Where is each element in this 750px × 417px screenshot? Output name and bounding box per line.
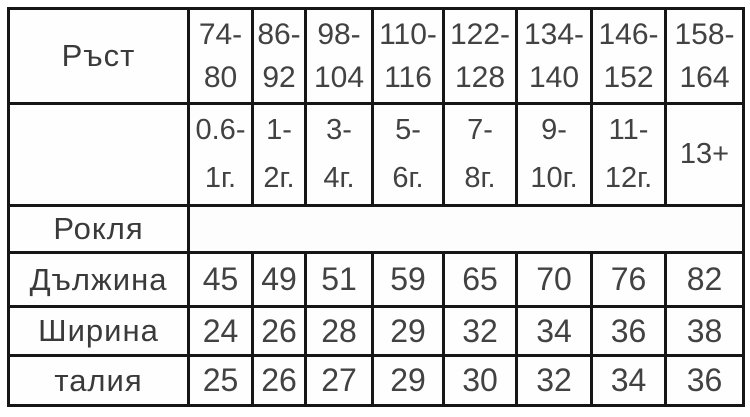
waist-value-cell: 27 bbox=[304, 354, 374, 407]
scanned-size-chart: Ръст 74- 80 86- 92 98- 104 110- 116 122-… bbox=[7, 7, 745, 407]
waist-value-cell: 29 bbox=[371, 354, 445, 407]
age-range-cell: 5- 6г. bbox=[371, 102, 445, 207]
width-value-cell: 38 bbox=[664, 305, 745, 357]
dress-section-spacer-cell bbox=[187, 204, 745, 254]
length-value-cell: 82 bbox=[664, 251, 745, 308]
length-value-cell: 49 bbox=[251, 251, 307, 308]
length-value-cell: 45 bbox=[187, 251, 254, 308]
waist-value-cell: 36 bbox=[664, 354, 745, 407]
table-row-length: Дължина 45 49 51 59 65 70 76 82 bbox=[7, 251, 745, 308]
size-table: Ръст 74- 80 86- 92 98- 104 110- 116 122-… bbox=[7, 7, 745, 407]
row-label-waist: талия bbox=[7, 354, 190, 407]
table-row-age: 0.6- 1г. 1- 2г. 3- 4г. 5- 6г. 7- 8г. 9- … bbox=[7, 102, 745, 207]
age-range-cell: 11- 12г. bbox=[590, 102, 667, 207]
age-range-cell: 1- 2г. bbox=[251, 102, 307, 207]
length-value-cell: 70 bbox=[515, 251, 593, 308]
table-row-height: Ръст 74- 80 86- 92 98- 104 110- 116 122-… bbox=[7, 7, 745, 105]
length-value-cell: 65 bbox=[442, 251, 518, 308]
table-row-waist: талия 25 26 27 29 30 32 34 36 bbox=[7, 354, 745, 407]
width-value-cell: 29 bbox=[371, 305, 445, 357]
length-value-cell: 76 bbox=[590, 251, 667, 308]
height-range-cell: 134- 140 bbox=[515, 7, 593, 105]
height-range-cell: 146- 152 bbox=[590, 7, 667, 105]
height-range-cell: 122- 128 bbox=[442, 7, 518, 105]
height-range-cell: 110- 116 bbox=[371, 7, 445, 105]
width-value-cell: 26 bbox=[251, 305, 307, 357]
row-label-length: Дължина bbox=[7, 251, 190, 308]
length-value-cell: 51 bbox=[304, 251, 374, 308]
row-label-dress: Рокля bbox=[7, 204, 190, 254]
age-range-cell: 7- 8г. bbox=[442, 102, 518, 207]
age-range-cell: 13+ bbox=[664, 102, 745, 207]
table-row-dress-section: Рокля bbox=[7, 204, 745, 254]
waist-value-cell: 30 bbox=[442, 354, 518, 407]
row-label-age-empty bbox=[7, 102, 190, 207]
length-value-cell: 59 bbox=[371, 251, 445, 308]
height-range-cell: 98- 104 bbox=[304, 7, 374, 105]
width-value-cell: 28 bbox=[304, 305, 374, 357]
height-range-cell: 74- 80 bbox=[187, 7, 254, 105]
waist-value-cell: 34 bbox=[590, 354, 667, 407]
width-value-cell: 36 bbox=[590, 305, 667, 357]
height-range-cell: 158- 164 bbox=[664, 7, 745, 105]
age-range-cell: 9- 10г. bbox=[515, 102, 593, 207]
table-row-width: Ширина 24 26 28 29 32 34 36 38 bbox=[7, 305, 745, 357]
age-range-cell: 0.6- 1г. bbox=[187, 102, 254, 207]
row-label-height: Ръст bbox=[7, 7, 190, 105]
row-label-width: Ширина bbox=[7, 305, 190, 357]
width-value-cell: 34 bbox=[515, 305, 593, 357]
width-value-cell: 24 bbox=[187, 305, 254, 357]
waist-value-cell: 26 bbox=[251, 354, 307, 407]
waist-value-cell: 25 bbox=[187, 354, 254, 407]
height-range-cell: 86- 92 bbox=[251, 7, 307, 105]
waist-value-cell: 32 bbox=[515, 354, 593, 407]
age-range-cell: 3- 4г. bbox=[304, 102, 374, 207]
width-value-cell: 32 bbox=[442, 305, 518, 357]
